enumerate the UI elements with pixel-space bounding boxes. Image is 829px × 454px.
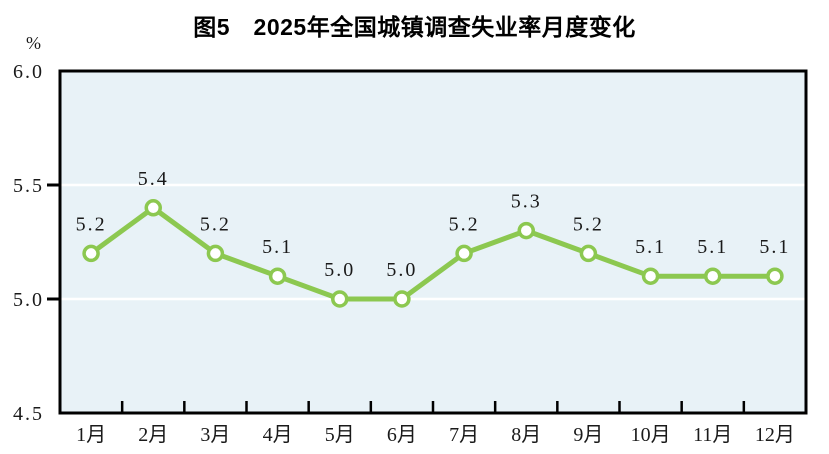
data-point-marker (455, 244, 473, 263)
data-label: 5.1 (759, 236, 790, 258)
x-tick-label: 9月 (573, 424, 603, 446)
data-label: 5.0 (324, 259, 355, 281)
data-point-marker (268, 267, 287, 285)
data-point-marker (517, 221, 535, 240)
data-label: 5.2 (573, 213, 604, 235)
data-point-marker (579, 244, 598, 263)
data-label: 5.2 (200, 213, 231, 235)
data-point-marker (144, 199, 162, 217)
data-label: 5.2 (449, 213, 480, 235)
data-label: 5.3 (511, 191, 542, 213)
x-tick-label: 3月 (200, 424, 230, 446)
data-point-marker (206, 244, 225, 263)
chart-title: 图5 2025年全国城镇调查失业率月度变化 (193, 14, 636, 40)
x-tick-label: 6月 (387, 424, 417, 446)
x-tick-label: 5月 (325, 424, 355, 446)
y-tick-label: 5.0 (13, 289, 44, 311)
data-point-marker (331, 290, 349, 308)
data-point-marker (766, 267, 784, 285)
x-tick-label: 11月 (693, 424, 732, 446)
data-label: 5.1 (697, 236, 728, 258)
x-tick-label: 10月 (631, 424, 671, 446)
series-line (88, 205, 778, 302)
data-point-marker (704, 267, 722, 285)
x-tick-label: 2月 (138, 424, 168, 446)
x-tick-label: 12月 (755, 424, 795, 446)
data-point-marker (393, 290, 411, 308)
x-tick-label: 8月 (511, 424, 541, 446)
data-label: 5.1 (262, 236, 293, 258)
data-label: 5.2 (76, 213, 107, 235)
y-tick-label: 5.5 (13, 175, 44, 197)
y-tick-label: 4.5 (13, 403, 44, 425)
data-point-marker (82, 244, 100, 263)
data-label: 5.1 (635, 236, 666, 258)
x-tick-label: 7月 (449, 424, 479, 446)
data-label: 5.0 (386, 259, 417, 281)
plot-border (58, 69, 808, 415)
y-tick-label: 6.0 (13, 61, 44, 83)
x-tick-label: 4月 (263, 424, 293, 446)
plot-area (60, 71, 806, 413)
x-tick-label: 1月 (76, 424, 106, 446)
y-axis-unit-label: % (26, 33, 41, 53)
data-point-marker (641, 267, 660, 285)
data-label: 5.4 (138, 168, 169, 190)
